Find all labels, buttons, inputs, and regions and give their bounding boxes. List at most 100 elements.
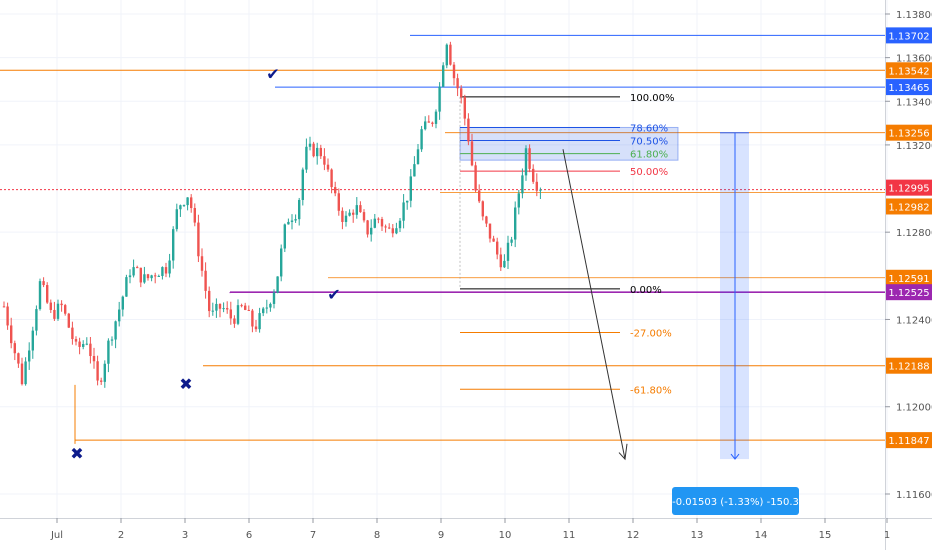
price-label: 1.13256 (888, 129, 929, 140)
candle-body (13, 343, 16, 354)
candle-body (355, 205, 358, 215)
x-tick-label: 10 (499, 530, 512, 541)
fib-level-label: 70.50% (630, 137, 668, 148)
x-tick-label: 8 (374, 530, 380, 541)
candle-body (60, 303, 63, 306)
candle-body (71, 327, 74, 340)
candle-body (341, 210, 344, 222)
candle-body (35, 309, 38, 331)
candle-body (161, 267, 164, 276)
time-axis[interactable]: Jul 2 3 6 7 8 9 10 11 12 13 14 15 1 (50, 518, 890, 541)
candle-body (395, 228, 398, 234)
candle-body (150, 275, 153, 279)
candle-body (179, 205, 182, 210)
candle-body (413, 164, 416, 177)
candle-body (218, 303, 222, 309)
y-tick-label: 1.13400 (896, 97, 932, 108)
candle-body (485, 216, 488, 224)
candle-body (20, 363, 24, 385)
candle-body (200, 256, 204, 271)
candle-body (100, 380, 103, 382)
candles (2, 41, 542, 388)
price-axis[interactable]: 1.13800 1.13600 1.13400 1.13200 1.12800 1.124… (885, 10, 932, 501)
candle-body (460, 88, 463, 98)
candle-body (352, 212, 355, 215)
candle-body (499, 254, 502, 268)
candle-body (478, 190, 481, 202)
candle-body (388, 227, 391, 229)
candle-body (474, 165, 477, 191)
candle-body (424, 121, 427, 130)
x-tick-label: 3 (182, 530, 188, 541)
candle-body (463, 97, 466, 119)
candle-body (492, 238, 495, 242)
candle-body (398, 220, 402, 229)
price-label-box (886, 357, 932, 374)
price-label: 1.13542 (888, 66, 929, 77)
candle-body (521, 175, 524, 194)
candle-body (528, 148, 531, 169)
candle-body (222, 308, 225, 310)
candle-body (326, 164, 330, 170)
fib-level-label: -27.00% (630, 329, 672, 340)
candle-body (316, 147, 319, 157)
candle-body (67, 313, 70, 328)
candle-body (17, 353, 20, 364)
price-label: 1.12525 (888, 288, 929, 299)
candle-body (193, 208, 196, 223)
price-label: 1.13465 (888, 83, 929, 94)
candle-body (157, 275, 160, 277)
candle-body (38, 281, 42, 310)
candle-body (456, 78, 459, 89)
candle-body (438, 86, 441, 112)
candle-body (103, 363, 106, 382)
candle-body (434, 111, 438, 124)
candle-body (517, 193, 520, 208)
candle-body (172, 229, 175, 261)
candle-body (380, 219, 384, 227)
pattern-mark: ✖ (70, 444, 83, 463)
price-label-box (886, 179, 932, 196)
candle-body (107, 340, 110, 364)
candle-body (251, 310, 254, 327)
candle-body (82, 344, 85, 347)
candle-body (510, 239, 513, 243)
candle-body (132, 267, 135, 276)
candle-body (136, 267, 139, 269)
candle-body (143, 274, 146, 283)
projection-arrow (562, 149, 626, 460)
candle-body (125, 277, 128, 297)
candle-body (402, 202, 405, 221)
candle-body (467, 118, 470, 142)
x-tick-label: 2 (118, 530, 124, 541)
measure-arrow (730, 453, 740, 460)
candle-body (319, 147, 322, 157)
candle-body (366, 220, 369, 235)
candle-body (236, 305, 240, 324)
candle-body (452, 64, 456, 79)
candle-body (449, 44, 452, 65)
price-label-box (886, 284, 932, 301)
price-label: 1.12188 (888, 362, 929, 373)
fib-level-label: 0.00% (630, 285, 662, 296)
candle-body (539, 189, 542, 191)
y-tick-label: 1.12400 (896, 315, 932, 326)
candle-body (283, 224, 286, 249)
candle-body (46, 285, 49, 303)
y-tick-label: 1.11600 (896, 490, 932, 501)
candle-body (2, 306, 6, 308)
candle-body (406, 200, 409, 203)
x-tick-label: 6 (246, 530, 252, 541)
candle-body (215, 303, 218, 311)
candle-body (96, 361, 99, 381)
candle-body (409, 176, 412, 201)
fib-retracement: 100.00% 78.60% 70.50% 61.80% 50.00% 0.00% -27.… (459, 93, 679, 461)
measure-label: -0.01503 (-1.33%) -150.3 (672, 497, 799, 508)
x-tick-label: 11 (563, 530, 576, 541)
y-tick-label: 1.13600 (896, 54, 932, 65)
fib-level-label: 78.60% (630, 123, 668, 134)
candle-body (247, 309, 250, 311)
candle-body (121, 296, 124, 310)
